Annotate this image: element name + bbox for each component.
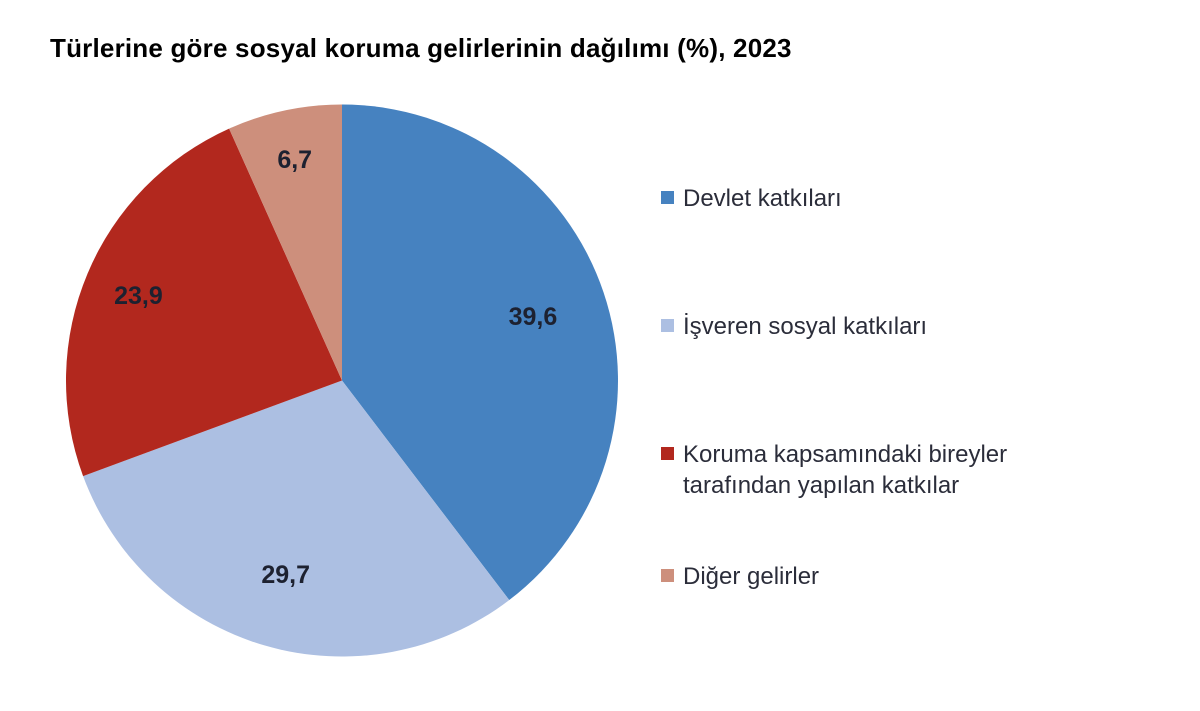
- pie-slice: [229, 104, 342, 381]
- legend-item-label: Devlet katkıları: [683, 185, 842, 212]
- legend: Devlet katkıları İşveren sosyal katkıları…: [661, 183, 1131, 592]
- legend-item-label: İşveren sosyal katkıları: [683, 313, 928, 340]
- legend-item: Koruma kapsamındaki bireyler tarafından …: [661, 439, 1131, 501]
- legend-item-label: Koruma kapsamındaki bireyler tarafından …: [683, 441, 1008, 499]
- slice-value-label: 23,9: [114, 282, 163, 310]
- legend-item: İşveren sosyal katkıları: [661, 311, 1131, 342]
- pie-slice: [83, 380, 510, 657]
- legend-marker: [661, 319, 674, 332]
- pie-slice: [65, 128, 343, 477]
- pie-slice: [342, 104, 618, 601]
- legend-marker: [661, 447, 674, 460]
- legend-item: Devlet katkıları: [661, 183, 1131, 214]
- chart-title: Türlerine göre sosyal koruma gelirlerini…: [50, 33, 792, 63]
- legend-marker: [661, 191, 674, 204]
- legend-marker: [661, 569, 674, 582]
- slice-value-label: 39,6: [509, 303, 558, 331]
- legend-item: Diğer gelirler: [661, 561, 1131, 592]
- slice-value-label: 6,7: [277, 146, 312, 174]
- legend-item-label: Diğer gelirler: [683, 563, 820, 590]
- slice-value-label: 29,7: [261, 561, 310, 589]
